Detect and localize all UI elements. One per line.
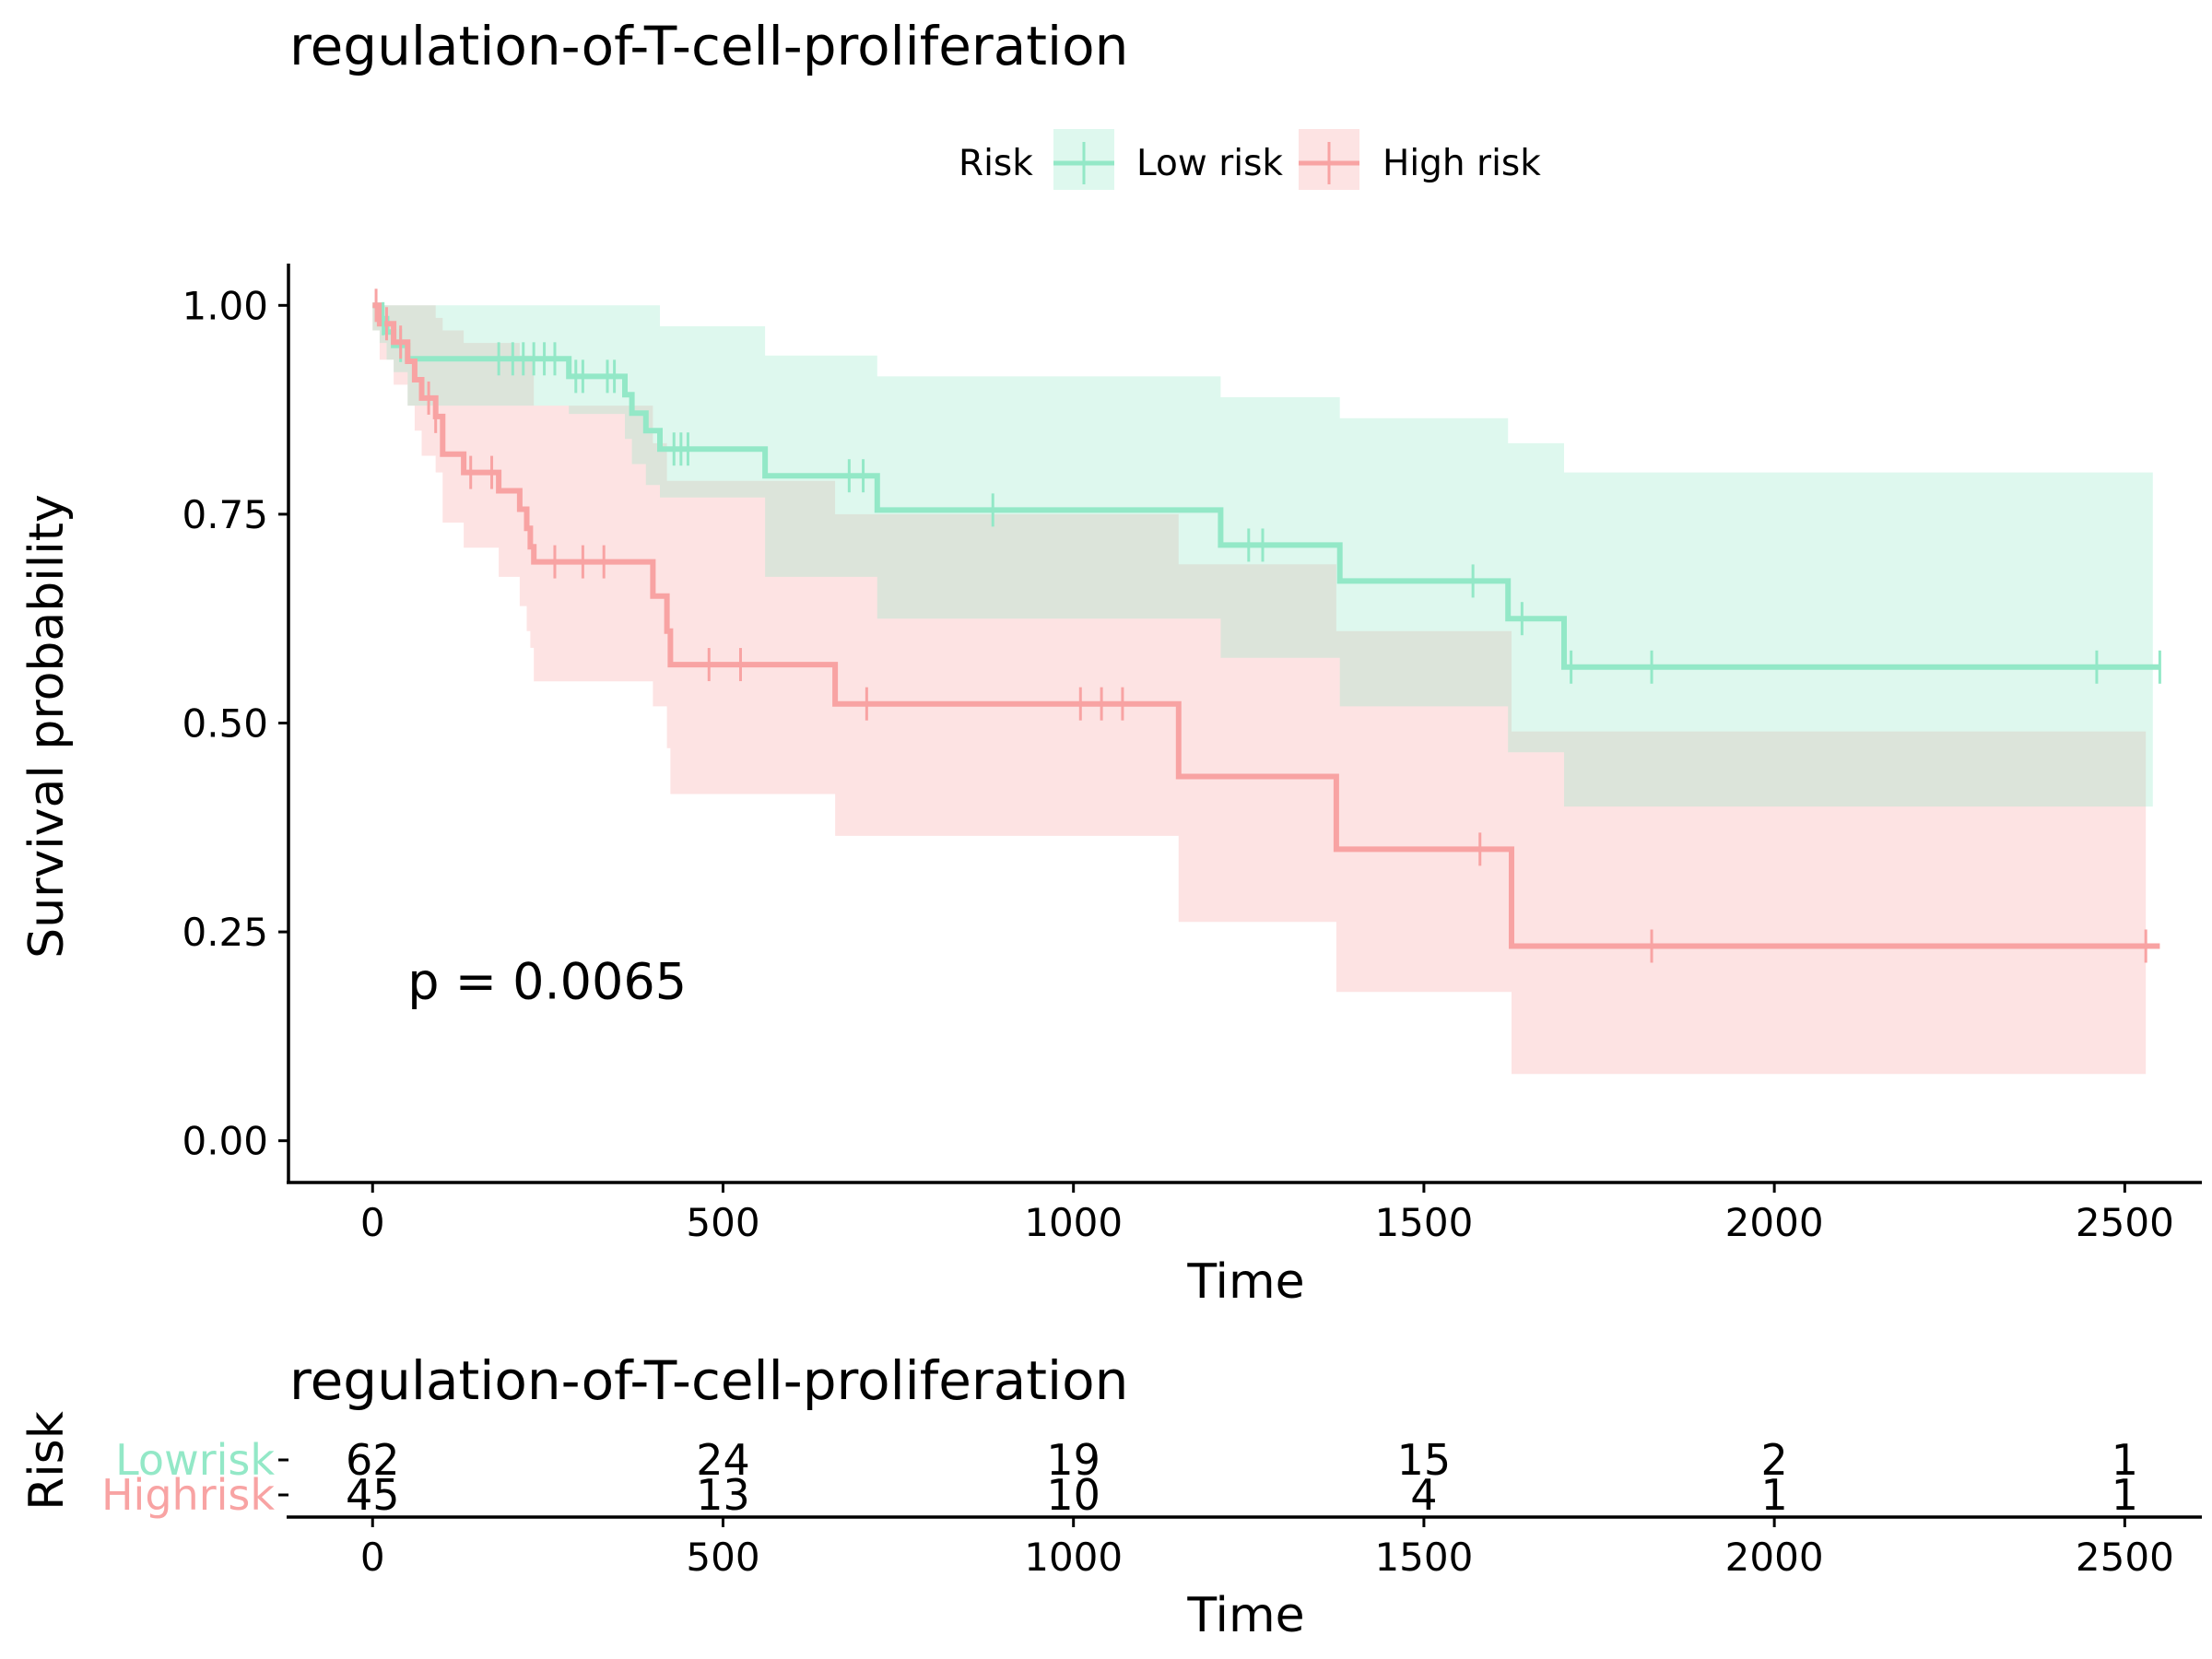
survival-plot: regulation-of-T-cell-proliferation Risk … <box>19 15 2202 1310</box>
legend: Risk Low risk High risk <box>959 129 1541 190</box>
y-tick-label: 0.75 <box>182 492 268 537</box>
x-tick-label: 500 <box>686 1200 759 1245</box>
risk-count-highrisk: 13 <box>696 1470 750 1520</box>
risk-x-tick-label: 2500 <box>2076 1535 2174 1580</box>
legend-label-low-risk: Low risk <box>1136 143 1283 184</box>
risk-count-lowrisk: 1 <box>2112 1435 2138 1485</box>
y-tick-label: 0.25 <box>182 910 268 955</box>
y-tick-label: 0.00 <box>182 1119 268 1164</box>
x-axis-title: Time <box>1186 1254 1304 1310</box>
legend-label-high-risk: High risk <box>1382 143 1541 184</box>
x-tick-label: 0 <box>360 1200 385 1245</box>
risk-row-label-lowrisk: Lowrisk <box>115 1435 275 1485</box>
legend-title: Risk <box>959 143 1033 184</box>
y-axis-title: Survival probability <box>19 494 75 959</box>
risk-count-lowrisk: 2 <box>1760 1435 1787 1485</box>
risk-count-lowrisk: 19 <box>1046 1435 1100 1485</box>
risk-table-x-ticks: 0 500 1000 1500 2000 2500 <box>360 1517 2174 1580</box>
y-tick-label: 1.00 <box>182 283 268 328</box>
x-tick-label: 2500 <box>2076 1200 2174 1245</box>
risk-table-title: regulation-of-T-cell-proliferation <box>289 1349 1128 1412</box>
risk-x-tick-label: 0 <box>360 1535 385 1580</box>
risk-table-y-title: Risk <box>19 1411 75 1511</box>
risk-count-lowrisk: 24 <box>696 1435 750 1485</box>
plot-title: regulation-of-T-cell-proliferation <box>289 15 1128 77</box>
y-tick-label: 0.50 <box>182 701 268 747</box>
risk-row-label-highrisk: Highrisk <box>101 1470 275 1520</box>
x-tick-label: 1000 <box>1024 1200 1123 1245</box>
risk-count-highrisk: 4 <box>1410 1470 1437 1520</box>
risk-table: regulation-of-T-cell-proliferation Risk … <box>19 1349 2202 1643</box>
risk-x-tick-label: 1500 <box>1374 1535 1473 1580</box>
x-axis-ticks: 0 500 1000 1500 2000 2500 <box>360 1182 2174 1245</box>
risk-count-highrisk: 45 <box>346 1470 400 1520</box>
legend-item-high-risk: High risk <box>1299 129 1541 190</box>
x-tick-label: 1500 <box>1374 1200 1473 1245</box>
survival-curves <box>372 302 2160 949</box>
legend-item-low-risk: Low risk <box>1053 129 1283 190</box>
risk-count-highrisk: 1 <box>2112 1470 2138 1520</box>
risk-x-tick-label: 2000 <box>1725 1535 1824 1580</box>
risk-count-highrisk: 10 <box>1046 1470 1100 1520</box>
risk-x-tick-label: 500 <box>686 1535 759 1580</box>
risk-count-lowrisk: 15 <box>1397 1435 1452 1485</box>
x-tick-label: 2000 <box>1725 1200 1824 1245</box>
risk-x-tick-label: 1000 <box>1024 1535 1123 1580</box>
survival-curve-high-risk <box>372 302 2160 949</box>
y-axis-ticks: 0.00 0.25 0.50 0.75 1.00 <box>182 283 288 1164</box>
risk-table-x-axis-title: Time <box>1186 1588 1304 1643</box>
ci-band-high-risk <box>372 305 2147 1075</box>
censor-marks <box>374 288 2161 963</box>
risk-count-highrisk: 1 <box>1760 1470 1787 1520</box>
p-value-annotation: p = 0.0065 <box>407 952 687 1010</box>
risk-count-lowrisk: 62 <box>346 1435 400 1485</box>
